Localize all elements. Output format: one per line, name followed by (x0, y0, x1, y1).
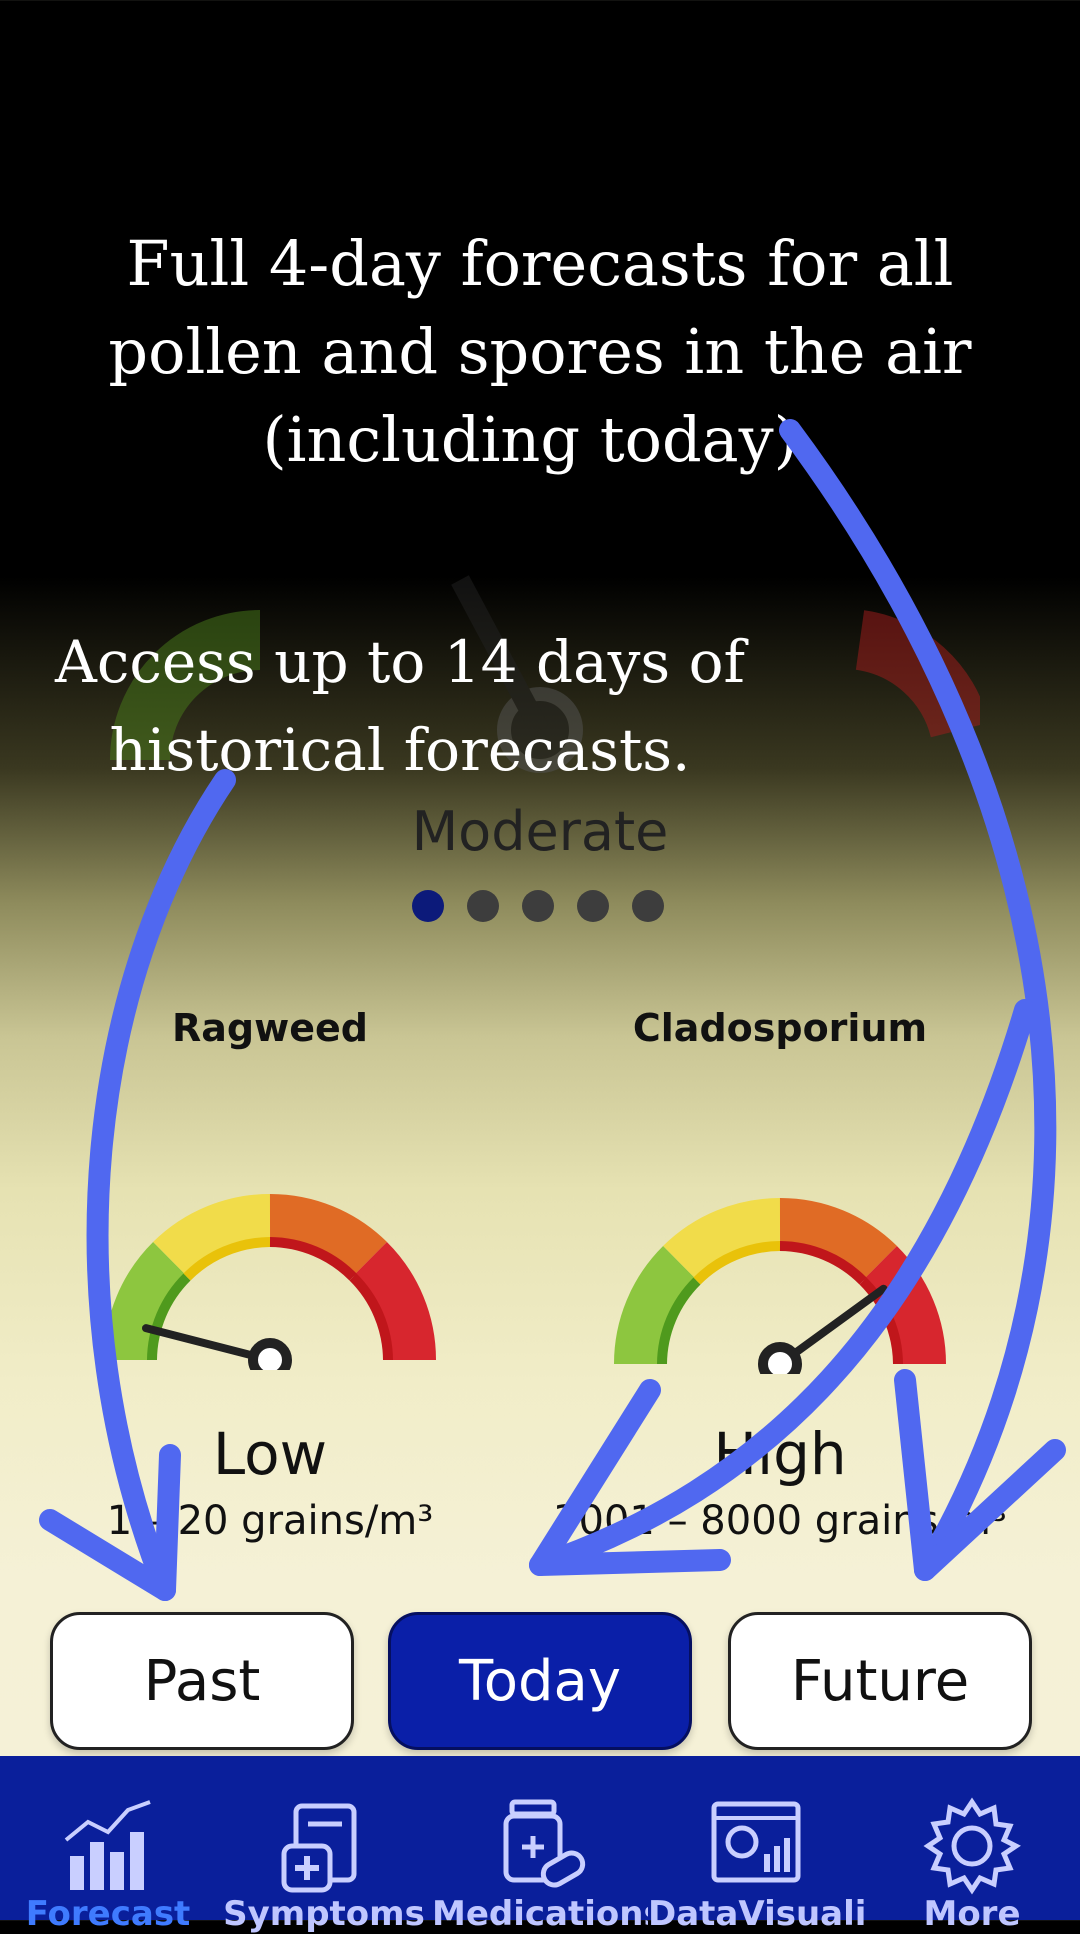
cladosporium-level: High (713, 1420, 847, 1488)
past-button[interactable]: Past (50, 1612, 354, 1750)
ragweed-level: Low (212, 1420, 328, 1488)
ragweed-title: Ragweed (172, 1006, 368, 1050)
nav-medications-label: Medications (432, 1894, 648, 1934)
bottom-navigation: Forecast Symptoms Medications DataVisual… (0, 1756, 1080, 1934)
nav-datavisualization-label: DataVisualization (648, 1894, 864, 1934)
symptoms-clipboard-icon (281, 1803, 357, 1893)
nav-symptoms-label: Symptoms (223, 1894, 425, 1934)
nav-datavisualization[interactable]: DataVisualization (648, 1756, 864, 1934)
cladosporium-title: Cladosporium (632, 1006, 928, 1050)
forecast-chart-icon (64, 1800, 151, 1890)
page-dot-2[interactable] (467, 890, 499, 922)
promo-headline-left: Access up to 14 days of historical forec… (54, 628, 746, 784)
gear-icon (923, 1797, 1021, 1895)
nav-medications[interactable]: Medications (432, 1756, 648, 1934)
today-button[interactable]: Today (388, 1612, 692, 1750)
overview-level-text: Moderate (411, 800, 669, 863)
promo-headline-top: Full 4-day forecasts for all pollen and … (108, 227, 972, 476)
nav-symptoms[interactable]: Symptoms (216, 1756, 432, 1934)
page-indicator[interactable] (412, 890, 664, 922)
data-visualization-icon (711, 1801, 801, 1883)
nav-more[interactable]: More (864, 1756, 1080, 1934)
nav-forecast-label: Forecast (25, 1894, 191, 1934)
ragweed-gauge (103, 1193, 437, 1370)
medications-pill-icon (503, 1799, 586, 1888)
page-dot-5[interactable] (632, 890, 664, 922)
future-button[interactable]: Future (728, 1612, 1032, 1750)
cladosporium-range: 3001 – 8000 grains/m³ (553, 1498, 1007, 1544)
nav-forecast[interactable]: Forecast (0, 1756, 216, 1934)
nav-more-label: More (923, 1894, 1021, 1934)
page-dot-1[interactable] (412, 890, 444, 922)
ragweed-range: 1 – 20 grains/m³ (106, 1498, 434, 1544)
cladosporium-gauge (613, 1197, 947, 1374)
page-dot-4[interactable] (577, 890, 609, 922)
page-dot-3[interactable] (522, 890, 554, 922)
